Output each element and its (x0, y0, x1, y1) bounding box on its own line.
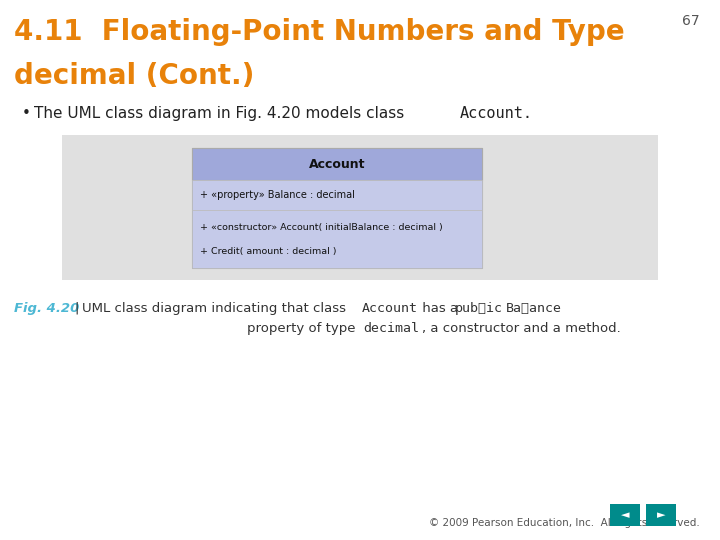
Text: property of type: property of type (247, 322, 360, 335)
Text: , a constructor and a method.: , a constructor and a method. (422, 322, 621, 335)
Text: decimal: decimal (363, 322, 419, 335)
Bar (192, 210, 482, 268)
Text: |: | (74, 302, 78, 315)
Text: Account: Account (362, 302, 418, 315)
Text: decimal (Cont.): decimal (Cont.) (14, 62, 254, 90)
Text: 67: 67 (683, 14, 700, 28)
Text: Baℓance: Baℓance (506, 302, 562, 315)
Text: + «constructor» Account( initialBalance : decimal ): + «constructor» Account( initialBalance … (200, 223, 443, 232)
Text: ►: ► (657, 510, 665, 520)
Text: pubℓic: pubℓic (455, 302, 503, 315)
Text: + Credit( amount : decimal ): + Credit( amount : decimal ) (200, 247, 336, 256)
Text: Fig. 4.20: Fig. 4.20 (14, 302, 79, 315)
Text: UML class diagram indicating that class: UML class diagram indicating that class (82, 302, 350, 315)
Text: The UML class diagram in Fig. 4.20 models class: The UML class diagram in Fig. 4.20 model… (34, 106, 409, 121)
Text: has a: has a (418, 302, 462, 315)
Text: 4.11  Floating-Point Numbers and Type: 4.11 Floating-Point Numbers and Type (14, 18, 625, 46)
Text: Account.: Account. (460, 106, 533, 121)
Bar (62, 135, 658, 280)
Text: •: • (22, 106, 31, 121)
Bar (646, 504, 676, 526)
Text: © 2009 Pearson Education, Inc.  All rights reserved.: © 2009 Pearson Education, Inc. All right… (429, 518, 700, 528)
Text: ◄: ◄ (621, 510, 629, 520)
Bar (192, 148, 482, 180)
Bar (192, 180, 482, 210)
Text: Account: Account (309, 158, 365, 171)
Bar (610, 504, 640, 526)
Bar (192, 148, 482, 268)
Text: + «property» Balance : decimal: + «property» Balance : decimal (200, 190, 355, 200)
